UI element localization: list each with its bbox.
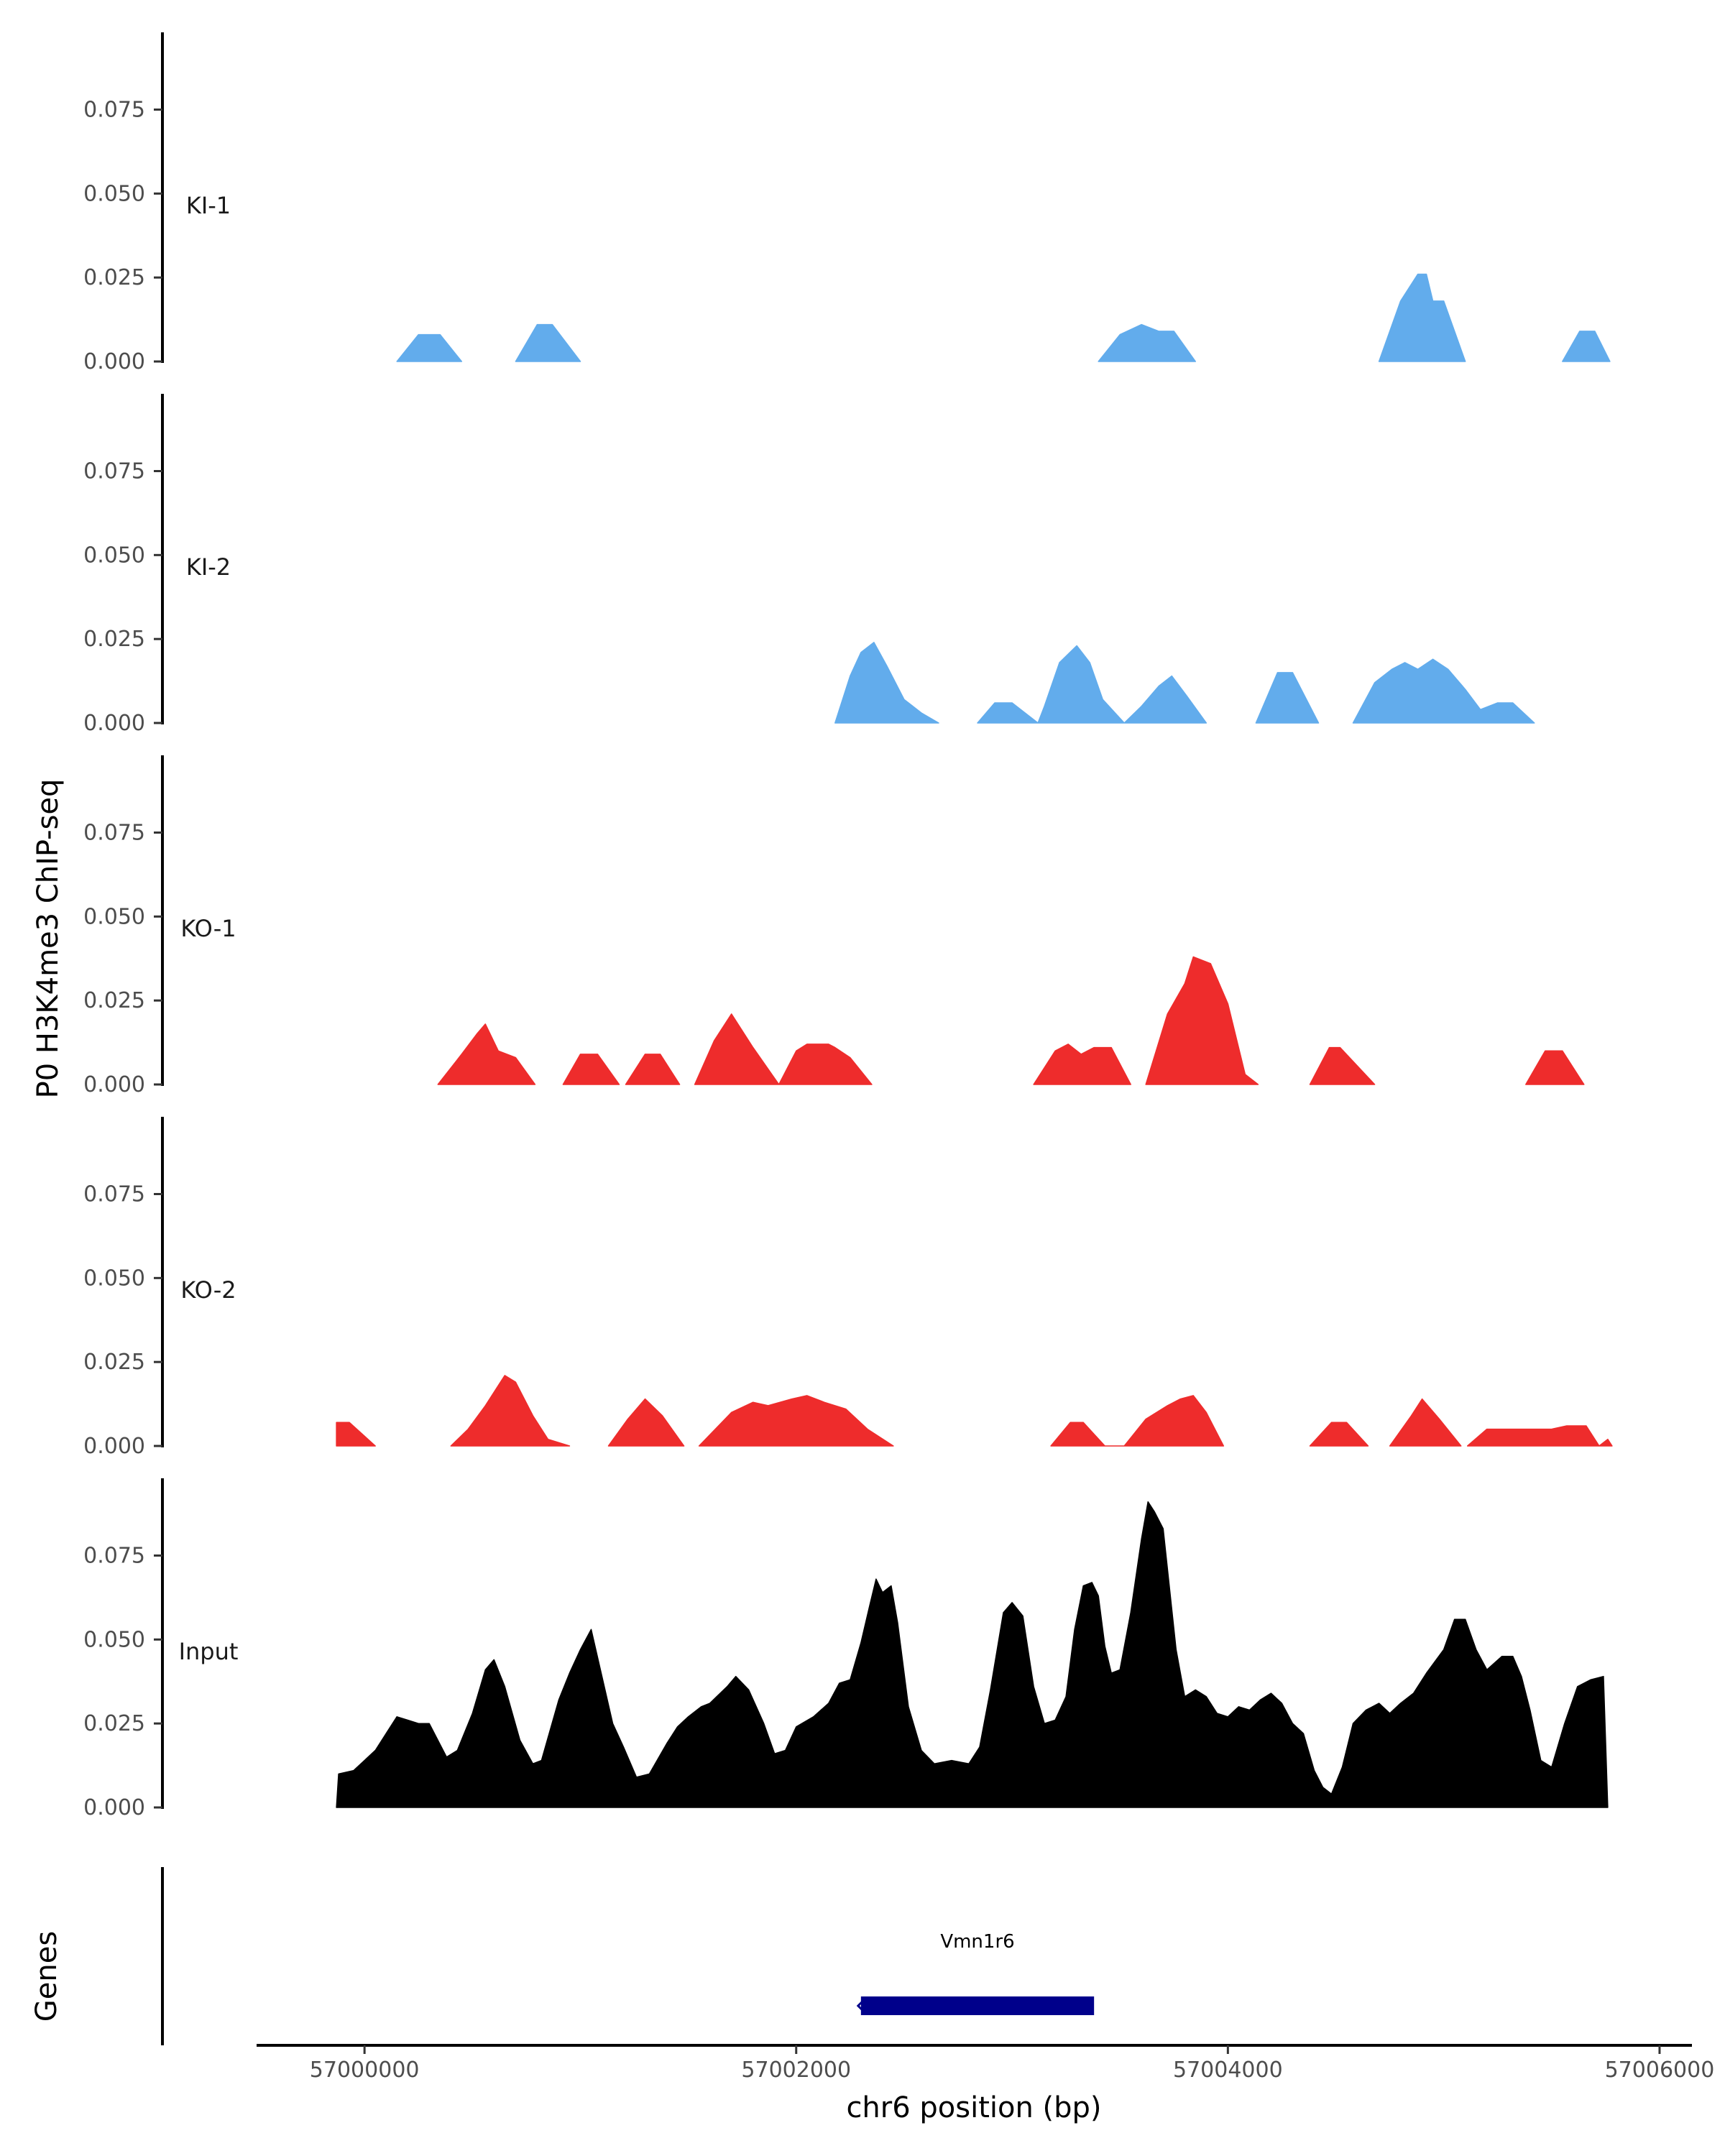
signal-peak xyxy=(977,645,1208,724)
x-tick-label: 57002000 xyxy=(741,2058,851,2083)
signal-peak xyxy=(336,1422,376,1447)
signal-peak xyxy=(1466,1425,1613,1447)
track-ki-1: 0.000 0.025 0.050 0.075 KI-1 xyxy=(83,32,1611,374)
coverage-tracks: 0.0000.0250.0500.075KI-10.0000.0250.0500… xyxy=(83,32,1613,1820)
y-tick-label: 0.075 xyxy=(83,820,145,845)
y-tick-label: 0.050 xyxy=(83,1266,145,1291)
y-tick-label: 0.025 xyxy=(83,988,145,1013)
signal-peak xyxy=(515,323,581,362)
y-tick-label: 0.050 xyxy=(83,181,145,206)
y-tick-label: 0.000 xyxy=(83,349,145,374)
x-axis: 57000000 57002000 57004000 57006000 chr6 po… xyxy=(257,2044,1715,2124)
track-label: Input xyxy=(179,1638,239,1665)
y-tick-label: 0.000 xyxy=(83,1072,145,1097)
track-input: 0.000 0.025 0.050 0.075 Input xyxy=(83,1478,1609,1820)
strand-arrow xyxy=(856,1999,865,2013)
y-tick-label: 0.000 xyxy=(83,1434,145,1459)
x-tick-label: 57006000 xyxy=(1605,2058,1715,2083)
signal-peak xyxy=(1309,1046,1376,1085)
y-tick-label: 0.000 xyxy=(83,711,145,736)
x-axis-ticks: 57000000 57002000 57004000 57006000 xyxy=(310,2045,1715,2083)
x-axis-title: chr6 position (bp) xyxy=(846,2091,1101,2124)
gene-label: Vmn1r6 xyxy=(940,1931,1014,1953)
genes-track-title: Genes xyxy=(30,1931,63,2022)
signal-peak xyxy=(396,333,463,362)
y-tick-label: 0.025 xyxy=(83,627,145,652)
y-tick-label: 0.075 xyxy=(83,1181,145,1207)
signal-peak xyxy=(1378,273,1466,362)
y-tick-label: 0.075 xyxy=(83,459,145,484)
y-tick-label: 0.075 xyxy=(83,97,145,122)
signal-peak xyxy=(625,1054,681,1085)
y-tick-label: 0.000 xyxy=(83,1795,145,1820)
track-label: KO-2 xyxy=(180,1276,236,1304)
y-tick-label: 0.075 xyxy=(83,1543,145,1568)
y-tick-label: 0.050 xyxy=(83,1627,145,1652)
y-tick-label: 0.050 xyxy=(83,543,145,568)
signal-peak xyxy=(1352,658,1535,724)
track-label: KI-1 xyxy=(186,192,231,219)
signal-peak xyxy=(694,1013,873,1085)
x-tick-label: 57000000 xyxy=(310,2058,420,2083)
signal-peak xyxy=(1562,331,1611,362)
signal-peak xyxy=(1145,956,1259,1085)
track-ko-2: 0.000 0.025 0.050 0.075 KO-2 xyxy=(83,1117,1613,1459)
track-label: KI-2 xyxy=(186,553,231,581)
signal-peak xyxy=(437,1023,536,1085)
signal-peak xyxy=(1309,1422,1369,1447)
x-tick-label: 57004000 xyxy=(1173,2058,1283,2083)
y-tick-label: 0.025 xyxy=(83,265,145,290)
track-ki-2: 0.000 0.025 0.050 0.075 KI-2 xyxy=(83,394,1535,736)
y-axis-title: P0 H3K4me3 ChIP-seq xyxy=(32,779,65,1099)
gene-vmn1r6: Vmn1r6 xyxy=(856,1931,1095,2015)
signal-peak xyxy=(336,1501,1609,1808)
signal-peak xyxy=(1050,1395,1225,1447)
signal-peak xyxy=(607,1398,685,1447)
y-tick-label: 0.025 xyxy=(83,1711,145,1736)
signal-peak xyxy=(562,1054,620,1085)
y-tick-label: 0.025 xyxy=(83,1350,145,1375)
track-label: KO-1 xyxy=(180,915,236,942)
track-ko-1: 0.000 0.025 0.050 0.075 KO-1 xyxy=(83,755,1585,1097)
signal-peak xyxy=(1389,1398,1462,1447)
signal-peak xyxy=(450,1375,571,1447)
genes-panel: Genes Vmn1r6 xyxy=(30,1867,1095,2045)
signal-peak xyxy=(1255,672,1320,724)
signal-peak xyxy=(1098,323,1197,362)
signal-peak xyxy=(698,1395,894,1447)
gene-body xyxy=(860,1996,1095,2015)
y-tick-label: 0.050 xyxy=(83,904,145,929)
signal-peak xyxy=(834,642,939,724)
gene-models: Vmn1r6 xyxy=(856,1931,1095,2015)
signal-peak xyxy=(1033,1044,1131,1085)
signal-peak xyxy=(1525,1050,1585,1085)
